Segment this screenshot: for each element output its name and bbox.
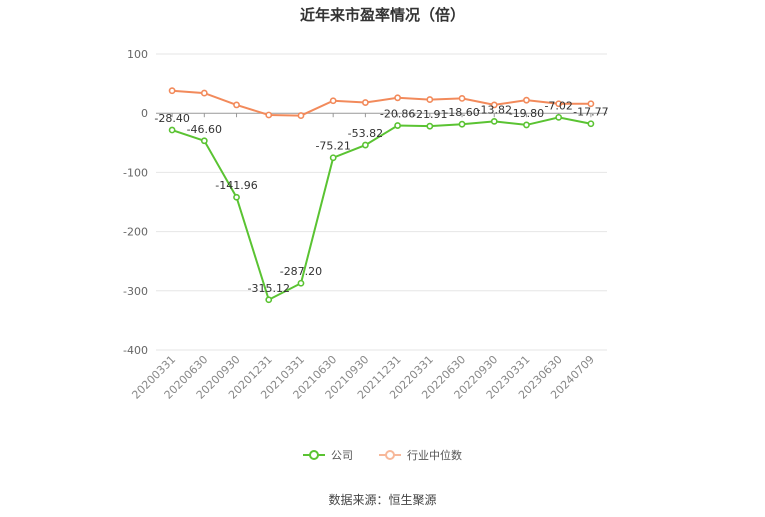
data-point-company	[587, 120, 595, 128]
series-group	[168, 87, 595, 304]
y-tick-label: 0	[141, 107, 148, 120]
data-point-industry-median	[200, 89, 208, 97]
data-point-company	[233, 193, 240, 201]
data-point-industry-median	[490, 101, 498, 109]
grid-lines	[156, 53, 607, 351]
data-point-industry-median	[233, 101, 240, 109]
y-tick-label: -200	[123, 226, 148, 239]
data-label: -7.02	[544, 99, 572, 112]
data-point-company	[168, 126, 176, 134]
data-point-company	[458, 120, 466, 128]
data-label: -53.82	[348, 127, 383, 140]
data-point-industry-median	[329, 97, 337, 105]
y-tick-label: -400	[123, 344, 148, 357]
data-point-industry-median	[523, 96, 530, 104]
data-point-industry-median	[361, 99, 369, 106]
data-label: -46.60	[187, 123, 222, 136]
data-label: -19.80	[509, 107, 544, 120]
data-point-company	[265, 296, 273, 304]
x-axis: 2020033120200630202009302020123120210331…	[129, 113, 597, 402]
data-point-company	[523, 121, 530, 129]
data-point-company	[555, 113, 563, 121]
data-point-company	[490, 117, 498, 125]
data-labels: -28.40-46.60-141.96-315.12-287.20-75.21-…	[154, 99, 608, 294]
data-point-industry-median	[265, 111, 273, 119]
data-label: -75.21	[315, 140, 350, 153]
data-point-industry-median	[458, 95, 466, 102]
legend-company-label: 公司	[331, 449, 353, 462]
legend-company-icon	[303, 450, 325, 460]
data-label: -287.20	[280, 265, 322, 278]
chart-title: 近年来市盈率情况（倍）	[299, 6, 465, 24]
y-tick-label: -100	[123, 166, 148, 179]
data-point-company	[329, 154, 337, 162]
data-label: -20.86	[380, 108, 415, 121]
data-point-industry-median	[297, 112, 305, 119]
data-label: -21.91	[412, 108, 447, 121]
y-tick-label: 100	[127, 48, 148, 61]
data-label: -18.60	[444, 106, 479, 119]
data-point-industry-median	[587, 100, 595, 108]
data-label: -17.77	[573, 106, 608, 119]
y-axis: 100 0 -100 -200 -300 -400	[123, 48, 148, 357]
data-label: -13.82	[477, 103, 512, 116]
data-label: -28.40	[154, 112, 189, 125]
series-line-company	[171, 116, 592, 302]
data-label: -315.12	[248, 282, 290, 295]
data-label: -141.96	[215, 179, 257, 192]
data-point-industry-median	[555, 100, 563, 108]
data-point-company	[426, 122, 434, 130]
data-point-industry-median	[426, 96, 434, 103]
data-point-company	[361, 141, 369, 149]
series-line-industry-median	[172, 89, 591, 117]
data-point-company	[394, 122, 402, 129]
legend: 公司 行业中位数	[0, 447, 765, 463]
data-source: 数据来源：恒生聚源	[328, 493, 437, 507]
data-point-company	[297, 279, 305, 287]
legend-industry-label: 行业中位数	[407, 449, 462, 462]
data-point-industry-median	[394, 94, 402, 102]
y-tick-label: -300	[123, 285, 148, 298]
legend-item-industry-median[interactable]: 行业中位数	[379, 447, 462, 463]
legend-industry-icon	[379, 450, 401, 460]
data-point-industry-median	[168, 87, 176, 95]
data-point-company	[200, 137, 208, 145]
legend-item-company[interactable]: 公司	[303, 447, 353, 463]
